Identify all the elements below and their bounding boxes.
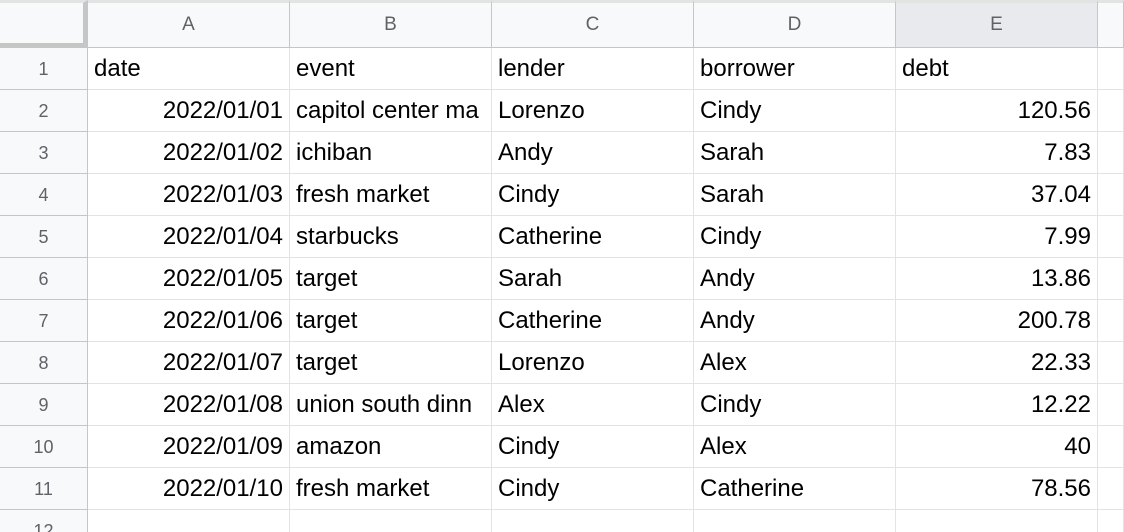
row-header-8[interactable]: 8 bbox=[0, 342, 88, 384]
cell-overflow-12[interactable] bbox=[1098, 510, 1124, 532]
cell-overflow-2[interactable] bbox=[1098, 90, 1124, 132]
cell-d12[interactable] bbox=[694, 510, 896, 532]
cell-d7[interactable]: Andy bbox=[694, 300, 896, 342]
cell-overflow-8[interactable] bbox=[1098, 342, 1124, 384]
cell-overflow-7[interactable] bbox=[1098, 300, 1124, 342]
cell-overflow-5[interactable] bbox=[1098, 216, 1124, 258]
cell-d11[interactable]: Catherine bbox=[694, 468, 896, 510]
cell-e12[interactable] bbox=[896, 510, 1098, 532]
row-header-7[interactable]: 7 bbox=[0, 300, 88, 342]
cell-e6[interactable]: 13.86 bbox=[896, 258, 1098, 300]
cell-b4[interactable]: fresh market bbox=[290, 174, 492, 216]
cell-a7[interactable]: 2022/01/06 bbox=[88, 300, 290, 342]
row-header-6[interactable]: 6 bbox=[0, 258, 88, 300]
cell-overflow-3[interactable] bbox=[1098, 132, 1124, 174]
cell-e7[interactable]: 200.78 bbox=[896, 300, 1098, 342]
cell-e11[interactable]: 78.56 bbox=[896, 468, 1098, 510]
cell-c12[interactable] bbox=[492, 510, 694, 532]
cell-c10[interactable]: Cindy bbox=[492, 426, 694, 468]
cell-c5[interactable]: Catherine bbox=[492, 216, 694, 258]
cell-e9[interactable]: 12.22 bbox=[896, 384, 1098, 426]
column-header-e[interactable]: E bbox=[896, 0, 1098, 48]
cell-c7[interactable]: Catherine bbox=[492, 300, 694, 342]
cell-b12[interactable] bbox=[290, 510, 492, 532]
cell-b1[interactable]: event bbox=[290, 48, 492, 90]
cell-d4[interactable]: Sarah bbox=[694, 174, 896, 216]
cell-d8[interactable]: Alex bbox=[694, 342, 896, 384]
column-header-b[interactable]: B bbox=[290, 0, 492, 48]
cell-d9[interactable]: Cindy bbox=[694, 384, 896, 426]
row-header-5[interactable]: 5 bbox=[0, 216, 88, 258]
cell-b11[interactable]: fresh market bbox=[290, 468, 492, 510]
cell-d1[interactable]: borrower bbox=[694, 48, 896, 90]
cell-e4[interactable]: 37.04 bbox=[896, 174, 1098, 216]
column-header-a[interactable]: A bbox=[88, 0, 290, 48]
cell-a8[interactable]: 2022/01/07 bbox=[88, 342, 290, 384]
cell-c6[interactable]: Sarah bbox=[492, 258, 694, 300]
cell-b9[interactable]: union south dinn bbox=[290, 384, 492, 426]
cell-a9[interactable]: 2022/01/08 bbox=[88, 384, 290, 426]
cell-overflow-4[interactable] bbox=[1098, 174, 1124, 216]
cell-c11[interactable]: Cindy bbox=[492, 468, 694, 510]
cell-d5[interactable]: Cindy bbox=[694, 216, 896, 258]
row-header-10[interactable]: 10 bbox=[0, 426, 88, 468]
cell-e1[interactable]: debt bbox=[896, 48, 1098, 90]
cell-c2[interactable]: Lorenzo bbox=[492, 90, 694, 132]
row-header-12[interactable]: 12 bbox=[0, 510, 88, 532]
cell-c9[interactable]: Alex bbox=[492, 384, 694, 426]
cell-d3[interactable]: Sarah bbox=[694, 132, 896, 174]
cell-b3[interactable]: ichiban bbox=[290, 132, 492, 174]
cell-a3[interactable]: 2022/01/02 bbox=[88, 132, 290, 174]
cell-b10[interactable]: amazon bbox=[290, 426, 492, 468]
column-header-next[interactable] bbox=[1098, 0, 1124, 48]
cell-c4[interactable]: Cindy bbox=[492, 174, 694, 216]
cell-c8[interactable]: Lorenzo bbox=[492, 342, 694, 384]
row-header-3[interactable]: 3 bbox=[0, 132, 88, 174]
cell-overflow-11[interactable] bbox=[1098, 468, 1124, 510]
cell-d6[interactable]: Andy bbox=[694, 258, 896, 300]
cell-c1[interactable]: lender bbox=[492, 48, 694, 90]
cell-e10[interactable]: 40 bbox=[896, 426, 1098, 468]
select-all-corner[interactable] bbox=[0, 0, 88, 48]
cell-b6[interactable]: target bbox=[290, 258, 492, 300]
cell-a1[interactable]: date bbox=[88, 48, 290, 90]
row-header-4[interactable]: 4 bbox=[0, 174, 88, 216]
cell-a11[interactable]: 2022/01/10 bbox=[88, 468, 290, 510]
cell-c3[interactable]: Andy bbox=[492, 132, 694, 174]
cell-a2[interactable]: 2022/01/01 bbox=[88, 90, 290, 132]
cell-e5[interactable]: 7.99 bbox=[896, 216, 1098, 258]
row-header-1[interactable]: 1 bbox=[0, 48, 88, 90]
cell-a4[interactable]: 2022/01/03 bbox=[88, 174, 290, 216]
column-header-c[interactable]: C bbox=[492, 0, 694, 48]
cell-a12[interactable] bbox=[88, 510, 290, 532]
cell-e3[interactable]: 7.83 bbox=[896, 132, 1098, 174]
cell-e8[interactable]: 22.33 bbox=[896, 342, 1098, 384]
cell-overflow-10[interactable] bbox=[1098, 426, 1124, 468]
cell-e2[interactable]: 120.56 bbox=[896, 90, 1098, 132]
cell-b8[interactable]: target bbox=[290, 342, 492, 384]
cell-overflow-1[interactable] bbox=[1098, 48, 1124, 90]
cell-b2[interactable]: capitol center ma bbox=[290, 90, 492, 132]
row-header-2[interactable]: 2 bbox=[0, 90, 88, 132]
cell-a6[interactable]: 2022/01/05 bbox=[88, 258, 290, 300]
cell-d10[interactable]: Alex bbox=[694, 426, 896, 468]
cell-overflow-9[interactable] bbox=[1098, 384, 1124, 426]
cell-d2[interactable]: Cindy bbox=[694, 90, 896, 132]
cell-b5[interactable]: starbucks bbox=[290, 216, 492, 258]
column-header-d[interactable]: D bbox=[694, 0, 896, 48]
cell-a10[interactable]: 2022/01/09 bbox=[88, 426, 290, 468]
row-header-11[interactable]: 11 bbox=[0, 468, 88, 510]
row-header-9[interactable]: 9 bbox=[0, 384, 88, 426]
cell-overflow-6[interactable] bbox=[1098, 258, 1124, 300]
cell-b7[interactable]: target bbox=[290, 300, 492, 342]
cell-a5[interactable]: 2022/01/04 bbox=[88, 216, 290, 258]
